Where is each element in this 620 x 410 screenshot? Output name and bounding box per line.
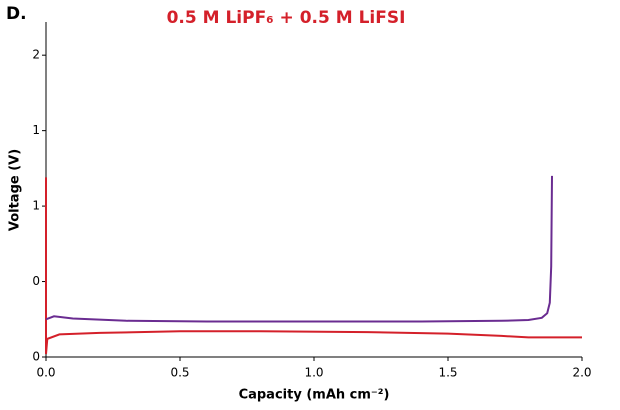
x-tick-label: 1.5 [438, 366, 457, 380]
series-line [45, 177, 582, 355]
series-line [45, 175, 553, 323]
x-tick-label: 1.0 [304, 366, 323, 380]
y-tick-label: 1 [32, 199, 40, 213]
x-axis-label: Capacity (mAh cm⁻²) [239, 388, 390, 403]
panel-label: D. [6, 4, 27, 24]
y-tick-label: 1 [32, 123, 40, 137]
y-tick-label: 0 [32, 274, 40, 288]
x-tick-label: 2.0 [572, 366, 591, 380]
x-tick-label: 0.5 [170, 366, 189, 380]
y-tick-label: 0 [32, 350, 40, 364]
chart-title: 0.5 M LiPF₆ + 0.5 M LiFSI [167, 8, 406, 28]
x-tick-label: 0.0 [36, 366, 55, 380]
y-tick-label: 2 [32, 48, 40, 62]
y-axis-label: Voltage (V) [8, 149, 23, 231]
